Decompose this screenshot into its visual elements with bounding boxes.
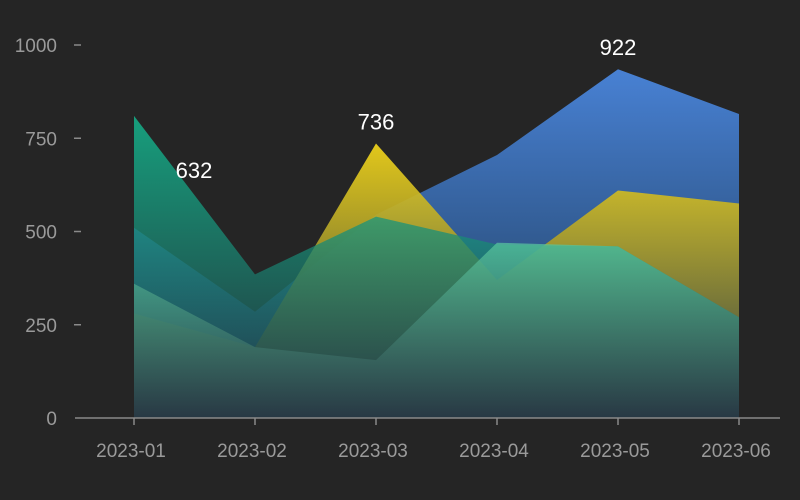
x-tick-label: 2023-04 (459, 441, 529, 462)
y-tick-label: 1000 (15, 36, 57, 57)
x-tick-label: 2023-03 (338, 441, 408, 462)
data-label: 632 (176, 158, 213, 183)
y-tick-label: 750 (25, 129, 57, 150)
x-tick-label: 2023-06 (701, 441, 771, 462)
area-series-4 (134, 242, 739, 418)
data-label: 736 (358, 109, 395, 134)
data-label-layer: 632 736 922 (176, 35, 637, 183)
y-tick-label: 0 (46, 409, 57, 430)
axis-layer: 0 250 500 750 1000 2023-01 2023-02 2023-03 2023-… (15, 36, 780, 462)
x-tick-label: 2023-02 (217, 441, 287, 462)
x-tick-label: 2023-01 (96, 441, 166, 462)
x-tick-label: 2023-05 (580, 441, 650, 462)
series-layer (134, 69, 739, 419)
y-tick-label: 250 (25, 316, 57, 337)
y-tick-label: 500 (25, 223, 57, 244)
data-label: 922 (600, 35, 637, 60)
